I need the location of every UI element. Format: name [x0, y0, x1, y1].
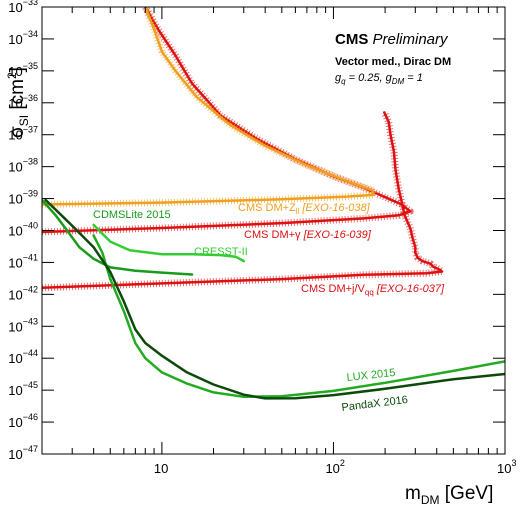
y-tick-label: 10−43	[8, 316, 38, 334]
chart-subtitle: Vector med., Dirac DM	[335, 56, 451, 68]
y-tick-label: 10−40	[8, 221, 38, 239]
y-axis-title: σSI [cm2]	[5, 67, 31, 138]
y-tick-label: 10−44	[8, 348, 38, 366]
x-tick-label: 103	[497, 458, 516, 476]
curve-pandax-2016	[44, 198, 505, 400]
y-tick-label: 10−36	[8, 93, 38, 111]
x-axis-title: mDM [GeV]	[405, 483, 493, 507]
curve-label-lux-2015: LUX 2015	[346, 367, 396, 384]
y-tick-labels: 10−47 10−46 10−45 10−44 10−43 10−42 10−41 10−40…	[8, 0, 38, 462]
chart-title-italic: Preliminary	[373, 31, 450, 48]
axis-ticks	[41, 6, 505, 455]
curves-layer	[42, 7, 505, 400]
x-tick-labels: 10 102 103	[154, 458, 517, 476]
y-tick-label: 10−46	[8, 412, 38, 430]
curve-label-cms-dm-j-v-qq-exo-16-037: CMS DM+j/Vqq [EXO-16-037]	[301, 283, 445, 297]
y-tick-label: 10−35	[8, 61, 38, 79]
curve-lux-2015	[92, 234, 505, 399]
y-tick-label: 10−38	[8, 157, 38, 175]
curve-label-cms-dm-exo-16-039: CMS DM+γ [EXO-16-039]	[244, 229, 372, 241]
curve-cresst-ii	[92, 223, 246, 263]
couplings-label: gq = 0.25, gDM = 1	[335, 72, 423, 86]
chart-title-bold: CMS	[335, 31, 373, 48]
y-tick-label: 10−37	[8, 125, 38, 143]
curve-label-pandax-2016: PandaX 2016	[341, 394, 409, 414]
curve-label-cms-dm-z-ll-exo-16-038: CMS DM+Zll [EXO-16-038]	[238, 202, 371, 216]
x-tick-label: 102	[325, 458, 344, 476]
y-tick-label: 10−34	[8, 29, 38, 47]
x-tick-label: 10	[154, 461, 168, 476]
y-tick-label: 10−41	[8, 252, 38, 270]
y-tick-label: 10−33	[8, 0, 38, 15]
y-tick-label: 10−39	[8, 189, 38, 207]
curve-cdmslite-2015	[42, 198, 194, 276]
curve-cms-dm-j-v-qq-exo-16-037	[42, 111, 444, 290]
y-tick-label: 10−45	[8, 380, 38, 398]
y-tick-label: 10−42	[8, 284, 38, 302]
curve-label-cresst-ii: CRESST-II	[194, 246, 248, 258]
curve-cms-dm-z-ll-exo-16-038	[42, 7, 375, 206]
curve-label-cdmslite-2015: CDMSLite 2015	[93, 209, 171, 221]
chart-title: CMS Preliminary	[335, 31, 449, 48]
y-tick-label: 10−47	[8, 444, 38, 462]
